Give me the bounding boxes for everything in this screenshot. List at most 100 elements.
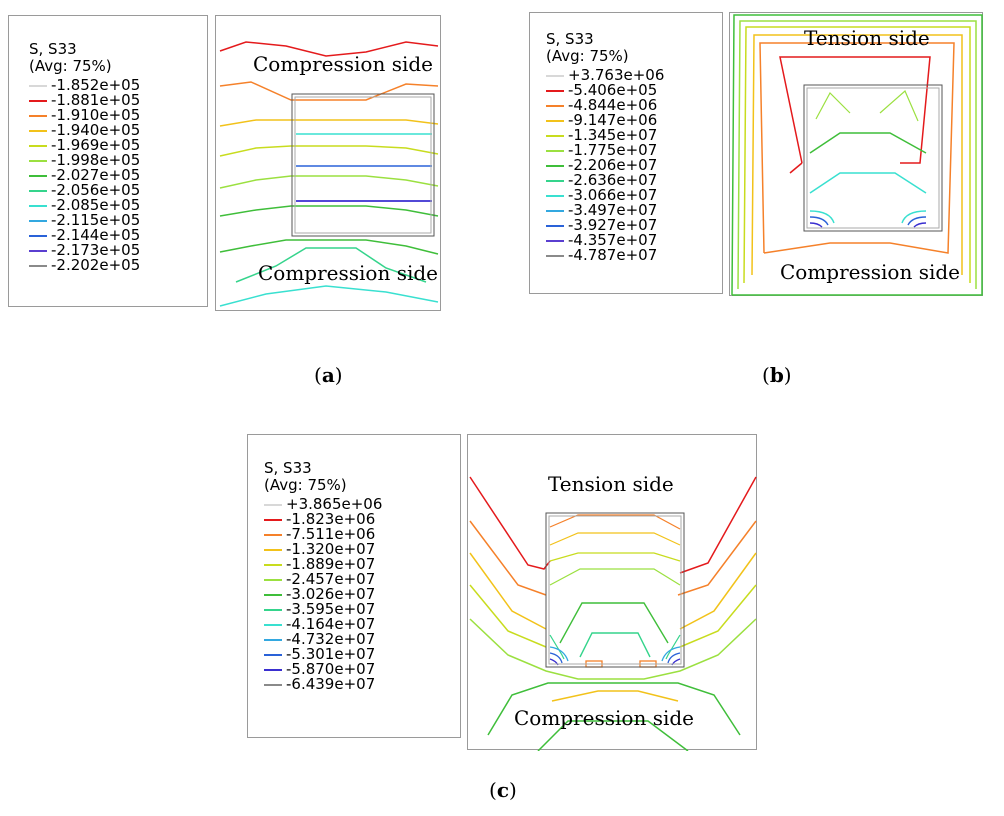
- legend-swatch: [264, 669, 282, 671]
- legend-entry: -4.844e+06: [546, 97, 696, 114]
- legend-value: -1.852e+05: [51, 76, 141, 94]
- legend-value: -2.206e+07: [568, 156, 658, 174]
- legend-entry: -3.497e+07: [546, 201, 696, 219]
- legend-swatch: [546, 255, 564, 257]
- legend-entry: -3.066e+07: [546, 186, 696, 204]
- legend-entry: -9.147e+06: [546, 111, 696, 129]
- legend-title: S, S33: [29, 40, 77, 58]
- legend-value: -4.732e+07: [286, 630, 376, 648]
- legend-value: -2.457e+07: [286, 570, 376, 588]
- legend-value: -4.357e+07: [568, 231, 658, 249]
- caption-a: (a): [314, 363, 343, 387]
- legend-value: -3.066e+07: [568, 186, 658, 204]
- legend-value: -1.940e+05: [51, 121, 141, 139]
- legend-swatch: [29, 175, 47, 177]
- legend-swatch: [264, 639, 282, 641]
- legend-swatch: [264, 564, 282, 566]
- legend-swatch: [264, 579, 282, 581]
- contour-plot-c-svg: Tension side Compression side: [469, 472, 757, 751]
- legend-value: -2.115e+05: [51, 211, 141, 229]
- legend-entry: -4.164e+07: [264, 615, 414, 633]
- caption-letter: b: [769, 363, 784, 387]
- legend-entry: -1.910e+05: [29, 106, 179, 124]
- legend-value: -1.823e+06: [286, 510, 376, 528]
- legend-swatch: [546, 225, 564, 227]
- contour-plot-b-svg: Tension side Compression side: [731, 14, 983, 296]
- legend-swatch: [546, 180, 564, 182]
- legend-swatch: [264, 684, 282, 686]
- legend-value: -1.889e+07: [286, 555, 376, 573]
- legend-entry: -2.636e+07: [546, 171, 696, 189]
- legend-value: -1.969e+05: [51, 136, 141, 154]
- legend-entry: -5.406e+05: [546, 82, 696, 99]
- legend-entry: -6.439e+07: [264, 676, 414, 693]
- legend-value: -7.511e+06: [286, 525, 376, 543]
- legend-value: -1.998e+05: [51, 151, 141, 169]
- legend-entry: -1.852e+05: [29, 76, 179, 94]
- legend-entry: -2.085e+05: [29, 196, 179, 214]
- legend-subtitle: (Avg: 75%): [546, 47, 629, 65]
- legend-swatch: [546, 90, 564, 92]
- top-side-label: Compression side: [253, 52, 433, 76]
- legend-panel-a: S, S33 (Avg: 75%) -1.852e+05 -1.881e+05 -1…: [8, 15, 208, 307]
- legend-swatch: [546, 195, 564, 197]
- legend-entry: -2.144e+05: [29, 226, 179, 244]
- legend-entry: -3.927e+07: [546, 216, 696, 234]
- legend-swatch: [546, 135, 564, 137]
- legend-swatch: [264, 609, 282, 611]
- legend-value: -1.910e+05: [51, 106, 141, 124]
- legend-value: -4.164e+07: [286, 615, 376, 633]
- legend-title: S, S33: [546, 30, 594, 48]
- legend-value: -2.144e+05: [51, 226, 141, 244]
- legend-swatch: [264, 504, 282, 506]
- legend-entry: -2.202e+05: [29, 257, 179, 274]
- top-side-label: Tension side: [804, 26, 930, 50]
- legend-value: -9.147e+06: [568, 111, 658, 129]
- legend-swatch: [29, 130, 47, 132]
- legend-entry: -4.732e+07: [264, 630, 414, 648]
- caption-letter: c: [496, 778, 509, 802]
- legend-entry: -3.026e+07: [264, 586, 414, 603]
- legend-panel-b: S, S33 (Avg: 75%) +3.763e+06 -5.406e+05 -4…: [529, 12, 723, 294]
- legend-entry: -1.940e+05: [29, 121, 179, 139]
- legend-swatch: [546, 105, 564, 107]
- legend-entry: -1.881e+05: [29, 92, 179, 109]
- contour-plot-a-svg: Compression side Compression side: [219, 41, 439, 307]
- legend-swatch: [546, 210, 564, 212]
- bottom-side-label: Compression side: [258, 261, 438, 285]
- legend-value: -1.345e+07: [568, 126, 658, 144]
- legend-entry: -1.823e+06: [264, 510, 414, 528]
- legend-swatch: [29, 190, 47, 192]
- caption-b: (b): [762, 363, 792, 387]
- legend-entry: -1.969e+05: [29, 136, 179, 154]
- legend-value: -5.301e+07: [286, 645, 376, 663]
- legend-swatch: [264, 624, 282, 626]
- legend-entry: -5.870e+07: [264, 661, 414, 678]
- legend-entry: +3.865e+06: [264, 495, 414, 513]
- legend-swatch: [546, 240, 564, 242]
- contour-plot-a: Compression side Compression side: [215, 15, 441, 311]
- legend-value: -2.636e+07: [568, 171, 658, 189]
- legend-entry: -1.345e+07: [546, 126, 696, 144]
- legend-swatch: [546, 120, 564, 122]
- legend-value: -2.085e+05: [51, 196, 141, 214]
- caption-c: (c): [489, 778, 517, 802]
- legend-value: -2.173e+05: [51, 241, 141, 259]
- legend-value: -3.595e+07: [286, 600, 376, 618]
- legend-value: -1.320e+07: [286, 540, 376, 558]
- legend-value: +3.763e+06: [568, 66, 665, 84]
- legend-swatch: [264, 519, 282, 521]
- legend-swatch: [264, 654, 282, 656]
- legend-swatch: [29, 160, 47, 162]
- legend-entry: -4.787e+07: [546, 247, 696, 264]
- legend-value: -3.927e+07: [568, 216, 658, 234]
- caption-letter: a: [321, 363, 335, 387]
- top-side-label: Tension side: [548, 472, 674, 496]
- legend-swatch: [29, 145, 47, 147]
- legend-value: +3.865e+06: [286, 495, 383, 513]
- bottom-side-label: Compression side: [780, 260, 960, 284]
- bottom-side-label: Compression side: [514, 706, 694, 730]
- legend-value: -3.497e+07: [568, 201, 658, 219]
- legend-swatch: [546, 165, 564, 167]
- legend-entry: -2.173e+05: [29, 241, 179, 259]
